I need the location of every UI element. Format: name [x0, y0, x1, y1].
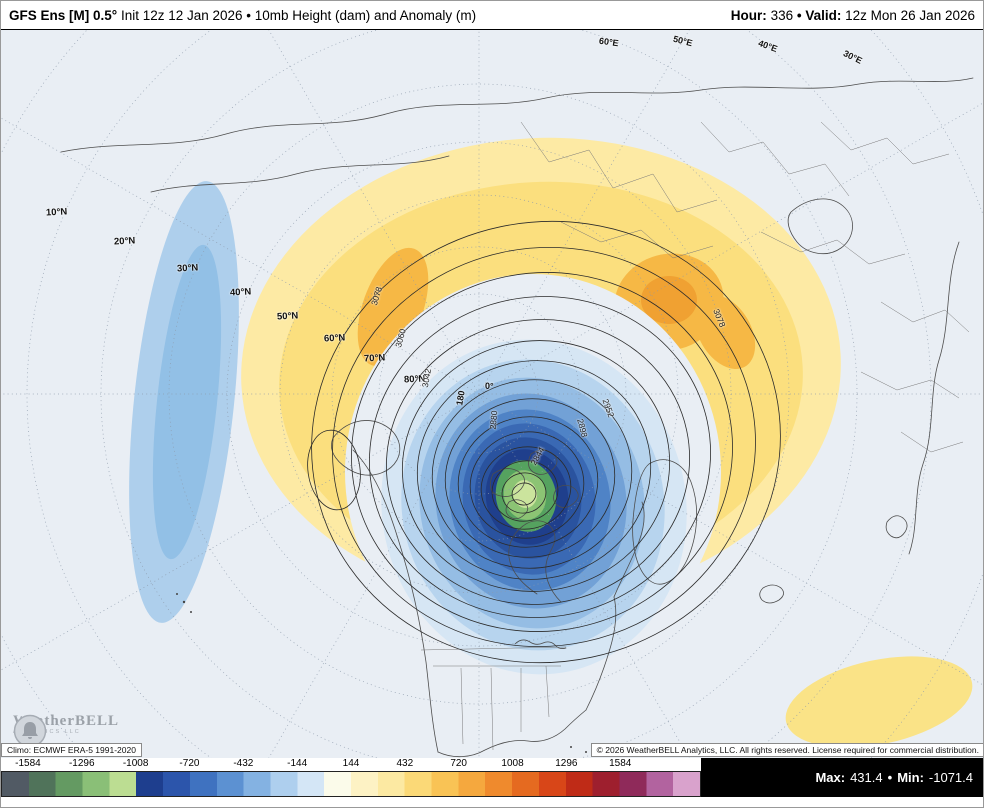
colorbar-gradient: [1, 771, 701, 797]
climo-note: Climo: ECMWF ERA-5 1991-2020: [1, 743, 142, 757]
copyright-note: © 2026 WeatherBELL Analytics, LLC. All r…: [590, 743, 983, 757]
scale-label: 720: [450, 758, 467, 769]
min-label: Min:: [897, 770, 924, 785]
separator-dot: •: [796, 7, 802, 23]
map-area: 10°N 20°N 30°N 40°N 50°N 60°N 70°N 80°N …: [1, 29, 983, 759]
colorbar: -1584 -1296 -1008 -720 -432 -144 144 432…: [1, 758, 701, 797]
scale-label: -432: [233, 758, 254, 769]
pacific-negative-anomaly: [129, 181, 239, 623]
scale-label: -1008: [122, 758, 149, 769]
colorbar-section: -1584 -1296 -1008 -720 -432 -144 144 432…: [1, 758, 983, 797]
scale-label: -144: [287, 758, 308, 769]
product-title: GFS Ens [M] 0.5° Init 12z 12 Jan 2026 • …: [9, 8, 476, 23]
height-contours: [307, 220, 781, 664]
separator-dot: •: [887, 770, 893, 785]
valid-time: Hour: 336 • Valid: 12z Mon 26 Jan 2026: [731, 8, 975, 23]
product-subtitle: Init 12z 12 Jan 2026 • 10mb Height (dam)…: [120, 7, 477, 23]
scale-label: 432: [396, 758, 414, 769]
title-bar: GFS Ens [M] 0.5° Init 12z 12 Jan 2026 • …: [1, 1, 983, 29]
colorbar-scale-labels: -1584 -1296 -1008 -720 -432 -144 144 432…: [1, 758, 701, 771]
hour-label: Hour:: [730, 7, 767, 23]
hour-value: 336: [770, 7, 794, 23]
model-name: GFS Ens [M] 0.5°: [9, 7, 118, 23]
max-label: Max:: [815, 770, 846, 785]
weatherbell-logo: WeatherBELL ANALYTICS LLC: [13, 714, 119, 748]
scale-label: -1296: [68, 758, 95, 769]
scale-label: 1008: [501, 758, 524, 769]
valid-value: 12z Mon 26 Jan 2026: [845, 7, 975, 23]
scale-label: -720: [179, 758, 200, 769]
scale-label: -1584: [15, 758, 41, 769]
scale-label: 144: [342, 758, 360, 769]
min-value: -1071.4: [928, 770, 973, 785]
minmax-box: Max: 431.4 • Min: -1071.4: [701, 758, 983, 797]
country-borders: [420, 121, 970, 751]
scale-label: 1296: [555, 758, 578, 769]
map-canvas: [1, 30, 983, 759]
valid-label: Valid:: [805, 7, 842, 23]
scale-label: 1584: [609, 758, 632, 769]
max-value: 431.4: [850, 770, 883, 785]
